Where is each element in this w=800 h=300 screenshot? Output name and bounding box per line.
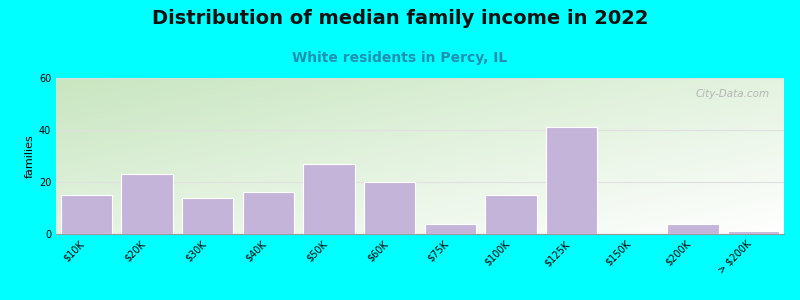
Bar bbox=[728, 231, 779, 234]
Bar bbox=[667, 224, 718, 234]
Bar bbox=[425, 224, 476, 234]
Bar bbox=[546, 128, 598, 234]
Text: White residents in Percy, IL: White residents in Percy, IL bbox=[292, 51, 508, 65]
Bar bbox=[364, 182, 415, 234]
Text: Distribution of median family income in 2022: Distribution of median family income in … bbox=[152, 9, 648, 28]
Bar bbox=[303, 164, 354, 234]
Bar bbox=[182, 198, 234, 234]
Bar bbox=[61, 195, 112, 234]
Bar bbox=[242, 192, 294, 234]
Bar bbox=[122, 174, 173, 234]
Bar bbox=[486, 195, 537, 234]
Y-axis label: families: families bbox=[25, 134, 34, 178]
Text: City-Data.com: City-Data.com bbox=[695, 89, 770, 99]
